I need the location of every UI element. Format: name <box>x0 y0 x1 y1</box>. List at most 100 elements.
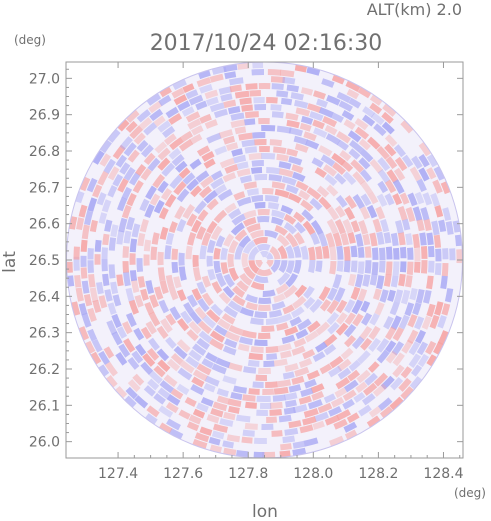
radar-segment <box>205 352 218 363</box>
radar-segment <box>394 156 408 172</box>
radar-segment <box>117 178 129 193</box>
radar-segment <box>248 246 260 260</box>
radar-segment <box>343 119 356 130</box>
radar-segment <box>316 185 330 198</box>
radar-segment <box>309 197 323 211</box>
radar-segment <box>376 338 390 353</box>
radar-segment <box>157 157 171 171</box>
radar-segment <box>92 150 105 165</box>
radar-segment <box>185 245 193 260</box>
radar-segment <box>299 122 312 132</box>
radar-segment <box>195 100 208 111</box>
radar-segment <box>282 371 295 380</box>
radar-segment <box>192 369 208 382</box>
radar-segment <box>311 391 325 401</box>
radar-segment <box>449 248 456 261</box>
radar-segment <box>275 283 289 295</box>
radar-segment <box>145 321 157 335</box>
radar-segment <box>180 310 193 325</box>
radar-segment <box>372 218 382 233</box>
radar-segment <box>144 301 155 315</box>
x-tick-label: 127.6 <box>163 466 203 482</box>
radar-segment <box>336 312 348 325</box>
radar-segment <box>251 195 264 203</box>
radar-segment <box>248 352 263 360</box>
radar-segment <box>117 119 130 132</box>
radar-segment <box>119 162 131 175</box>
radar-segment <box>336 260 344 272</box>
radar-segment <box>194 200 207 215</box>
radar-segment <box>219 418 234 427</box>
y-tick-label: 26.1 <box>29 398 60 414</box>
radar-segment <box>354 117 369 131</box>
radar-segment <box>227 362 243 372</box>
radar-segment <box>377 180 389 194</box>
radar-segment <box>187 232 197 246</box>
radar-segment <box>456 249 463 264</box>
radar-segment <box>438 219 447 233</box>
radar-segment <box>351 336 365 350</box>
radar-segment <box>368 406 382 418</box>
radar-segment <box>277 245 288 259</box>
radar-segment <box>381 111 394 124</box>
radar-segment <box>188 349 202 362</box>
radar-segment <box>278 260 288 274</box>
y-tick-label: 26.5 <box>29 253 60 269</box>
radar-segment <box>122 246 130 258</box>
radar-segment <box>76 217 85 230</box>
radar-segment <box>348 97 362 109</box>
radar-segment <box>238 235 251 248</box>
radar-segment <box>329 261 337 275</box>
y-tick-label: 26.0 <box>29 435 60 451</box>
radar-segment <box>137 232 146 247</box>
radar-segment <box>153 365 166 378</box>
radar-segment <box>356 350 371 365</box>
radar-segment <box>239 272 253 286</box>
radar-segment <box>273 386 289 395</box>
radar-segment <box>227 398 242 408</box>
radar-segment <box>426 275 434 290</box>
radar-segment <box>133 327 145 341</box>
x-tick-label: 128.4 <box>423 466 463 482</box>
radar-segment <box>224 71 237 80</box>
radar-segment <box>266 260 274 268</box>
radar-segment <box>245 301 258 311</box>
radar-segment <box>268 202 280 210</box>
radar-segment <box>140 361 154 375</box>
radar-segment <box>300 87 314 96</box>
radar-segment <box>181 106 195 117</box>
radar-segment <box>228 208 242 220</box>
radar-segment <box>311 157 324 168</box>
radar-segment <box>186 178 200 192</box>
radar-segment <box>434 301 444 316</box>
radar-segment <box>241 436 253 444</box>
radar-segment <box>106 320 118 335</box>
radar-segment <box>406 247 414 260</box>
radar-segment <box>237 343 250 352</box>
radar-segment <box>119 136 133 151</box>
radar-segment <box>306 66 321 76</box>
radar-segment <box>211 281 223 294</box>
radar-segment <box>294 366 310 377</box>
radar-segment <box>434 263 442 276</box>
radar-segment <box>405 206 416 222</box>
radar-segment <box>364 246 372 258</box>
y-tick-label: 26.7 <box>29 180 60 196</box>
radar-segment <box>255 260 263 268</box>
radar-segment <box>418 154 430 168</box>
radar-segment <box>231 213 246 226</box>
radar-segment <box>312 351 326 363</box>
radar-segment <box>233 191 246 201</box>
radar-segment <box>121 186 133 200</box>
radar-segment <box>347 369 361 382</box>
radar-segment <box>234 126 247 135</box>
radar-segment <box>166 394 181 406</box>
radar-segment <box>321 78 335 88</box>
radar-segment <box>269 409 283 416</box>
radar-segment <box>112 173 124 187</box>
radar-segment <box>415 329 427 344</box>
radar-segment <box>129 172 141 186</box>
radar-segment <box>125 120 138 133</box>
radar-segment <box>143 122 158 136</box>
